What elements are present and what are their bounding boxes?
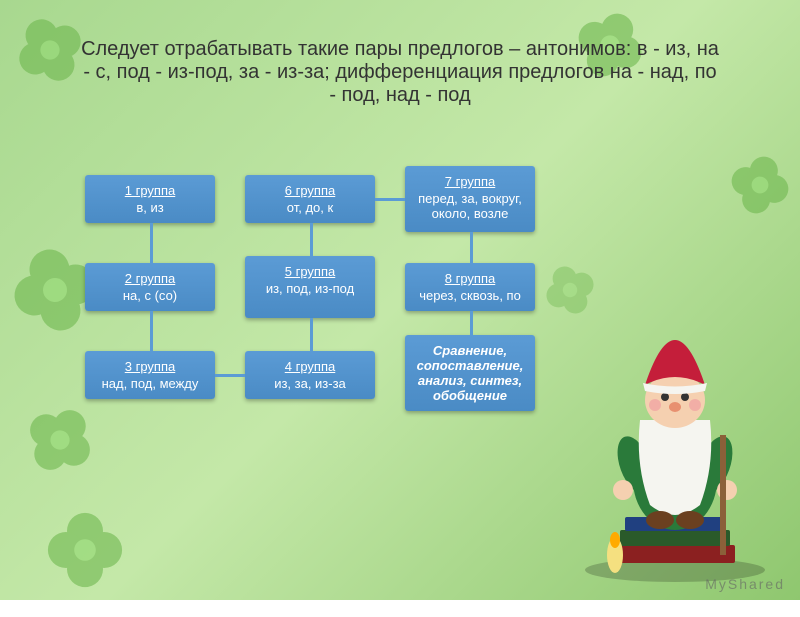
- group-box-g6: 6 группа от, до, к: [245, 175, 375, 223]
- page-title: Следует отрабатывать такие пары предлого…: [80, 38, 720, 107]
- box-content: над, под, между: [91, 376, 209, 391]
- connector: [310, 223, 313, 256]
- group-box-g3: 3 группа над, под, между: [85, 351, 215, 399]
- box-label: 1 группа: [91, 183, 209, 198]
- box-content: от, до, к: [251, 200, 369, 215]
- box-content: Сравнение, сопоставление, анализ, синтез…: [411, 343, 529, 403]
- box-content: на, с (со): [91, 288, 209, 303]
- box-content: в, из: [91, 200, 209, 215]
- connector: [470, 311, 473, 335]
- group-box-g4: 4 группа из, за, из-за: [245, 351, 375, 399]
- connector: [375, 198, 405, 201]
- box-label: 7 группа: [411, 174, 529, 189]
- box-content: из, под, из-под: [251, 281, 369, 296]
- box-label: 5 группа: [251, 264, 369, 279]
- box-label: 2 группа: [91, 271, 209, 286]
- gnome-illustration: [565, 305, 785, 585]
- connector: [150, 223, 153, 263]
- box-content: из, за, из-за: [251, 376, 369, 391]
- box-label: 8 группа: [411, 271, 529, 286]
- group-box-g2: 2 группа на, с (со): [85, 263, 215, 311]
- box-label: 6 группа: [251, 183, 369, 198]
- box-content: через, сквозь, по: [411, 288, 529, 303]
- connector: [150, 311, 153, 351]
- group-box-g1: 1 группа в, из: [85, 175, 215, 223]
- connector: [215, 374, 245, 377]
- box-label: 4 группа: [251, 359, 369, 374]
- box-content: перед, за, вокруг, около, возле: [411, 191, 529, 221]
- flowchart: 1 группа в, из 2 группа на, с (со) 3 группа н…: [85, 175, 565, 545]
- group-box-g9: Сравнение, сопоставление, анализ, синтез…: [405, 335, 535, 411]
- group-box-g8: 8 группа через, сквозь, по: [405, 263, 535, 311]
- connector: [470, 232, 473, 263]
- group-box-g5: 5 группа из, под, из-под: [245, 256, 375, 318]
- connector: [310, 318, 313, 351]
- box-label: 3 группа: [91, 359, 209, 374]
- watermark: MyShared: [705, 576, 785, 592]
- group-box-g7: 7 группа перед, за, вокруг, около, возле: [405, 166, 535, 232]
